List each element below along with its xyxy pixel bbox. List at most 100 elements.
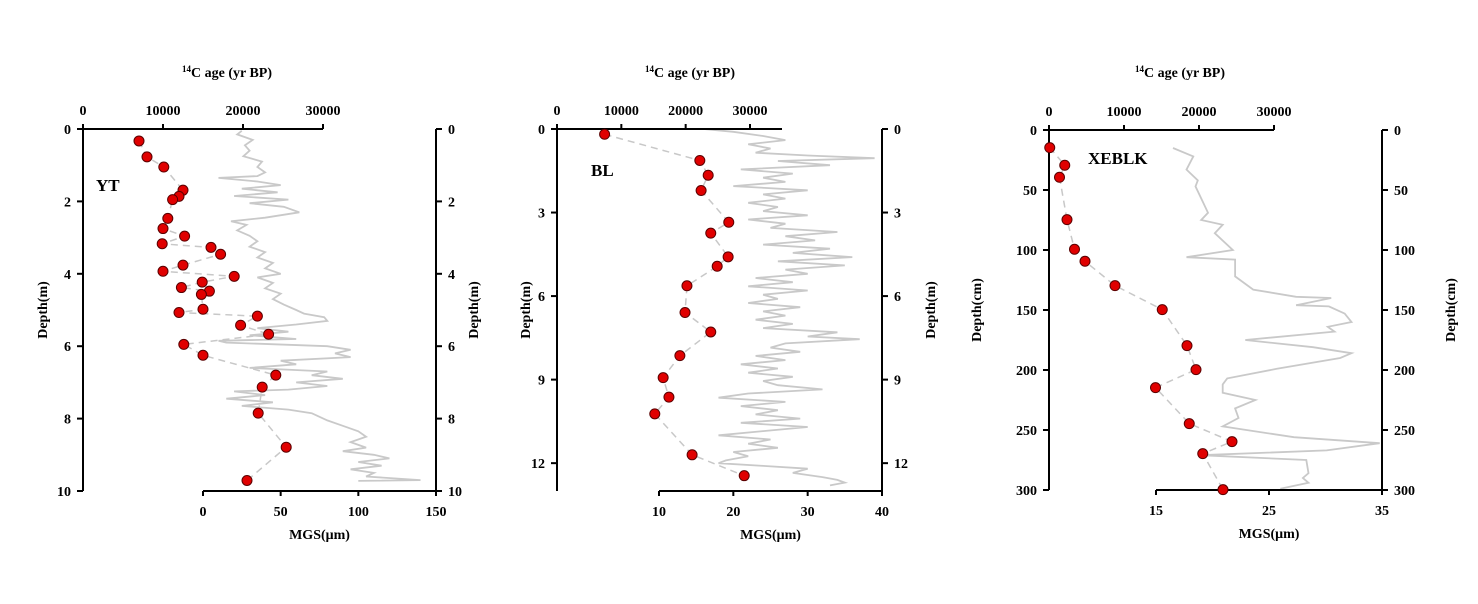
age-data-point [162,212,174,224]
depth-tick-label-left: 150 [1016,304,1037,319]
age-tick-label: 10000 [146,104,181,119]
age-axis-title-text: C age (yr BP) [654,66,735,81]
core-label: XEBLK [1088,149,1148,168]
age-data-point [599,128,611,140]
age-data-point [179,230,191,242]
depth-axis-title-right: Depth(cm) [1444,278,1459,342]
age-data-point [1197,448,1209,460]
age-data-point [251,310,263,322]
mgs-tick-label: 150 [426,505,447,520]
age-data-point [177,259,189,271]
depth-tick-label-right: 8 [448,413,455,428]
age-data-point [1069,243,1080,255]
age-data-point [679,307,691,319]
age-data-point [175,282,187,294]
age-data-point [1217,484,1229,496]
age-axis-title-superscript: 14 [645,64,655,74]
age-data-point [686,449,698,461]
depth-tick-label-right: 100 [1394,244,1415,259]
mgs-tick-label: 100 [348,505,369,520]
age-data-point [178,338,190,350]
age-data-point [215,248,227,260]
depth-tick-label-left: 6 [64,340,71,355]
depth-axis-title-right: Depth(m) [467,281,482,339]
age-data-point [256,381,268,393]
age-tick-label: 10000 [1107,105,1142,120]
depth-tick-label-left: 250 [1016,424,1037,439]
depth-tick-label-left: 0 [64,123,71,138]
age-data-point [681,280,693,292]
age-data-point [173,307,185,319]
depth-tick-label-left: 50 [1023,184,1037,199]
depth-axis-title-left: Depth(m) [36,281,51,339]
age-data-point [1054,171,1065,183]
mgs-line [703,128,875,487]
core-label: YT [96,176,120,195]
age-tick-label: 0 [1046,105,1053,120]
age-data-point [1181,340,1193,352]
age-tick-label: 30000 [1257,105,1292,120]
depth-tick-label-right: 3 [894,207,901,222]
age-data-point [141,151,153,163]
depth-tick-label-right: 6 [448,340,455,355]
depth-tick-label-right: 300 [1394,484,1415,499]
depth-tick-label-right: 50 [1394,184,1408,199]
age-data-point [649,408,661,420]
depth-tick-label-right: 250 [1394,424,1415,439]
age-data-point [205,241,217,253]
age-data-point [280,441,292,453]
age-axis-title: 14C age (yr BP) [1135,64,1225,81]
age-data-point [705,227,717,239]
age-axis-title: 14C age (yr BP) [645,64,735,81]
age-axis-title-text: C age (yr BP) [1144,66,1225,81]
age-data-point [663,391,675,403]
mgs-tick-label: 10 [652,505,666,520]
mgs-tick-label: 35 [1375,504,1389,519]
age-data-point [263,328,275,340]
age-axis-title-superscript: 14 [1135,64,1145,74]
age-connector-line [604,133,745,477]
mgs-axis-title: MGS(μm) [740,528,801,543]
age-data-point [1059,159,1071,171]
depth-tick-label-right: 9 [894,374,901,389]
age-data-point [1109,280,1121,292]
depth-tick-label-left: 200 [1016,364,1037,379]
age-data-point [158,161,170,173]
age-data-point [722,251,734,263]
age-tick-label: 30000 [733,104,768,119]
depth-tick-label-left: 8 [64,413,71,428]
age-data-point [1150,382,1161,394]
age-data-point [1044,142,1056,154]
age-data-point [195,288,207,300]
age-data-point [711,260,723,272]
depth-tick-label-right: 4 [448,268,455,283]
mgs-tick-label: 15 [1149,504,1163,519]
depth-tick-label-right: 12 [894,457,908,472]
mgs-line [218,130,421,482]
depth-tick-label-right: 200 [1394,364,1415,379]
core-label: BL [591,161,614,180]
age-data-point [1190,364,1202,376]
age-data-point [657,372,669,384]
age-data-point [252,407,264,419]
age-connector-line [1049,147,1234,490]
depth-tick-label-left: 10 [57,485,71,500]
age-data-point [156,238,168,250]
age-data-point [157,265,169,277]
depth-tick-label-right: 150 [1394,304,1415,319]
mgs-tick-label: 50 [274,505,288,520]
mgs-tick-label: 25 [1262,504,1276,519]
mgs-tick-label: 20 [726,505,740,520]
depth-tick-label-right: 6 [894,290,901,305]
depth-tick-label-right: 10 [448,485,462,500]
depth-tick-label-right: 2 [448,195,455,210]
age-axis-title-text: C age (yr BP) [191,66,272,81]
depth-tick-label-left: 6 [538,290,545,305]
depth-tick-label-left: 12 [531,457,545,472]
age-axis-title-superscript: 14 [182,64,192,74]
age-tick-label: 20000 [1182,105,1217,120]
